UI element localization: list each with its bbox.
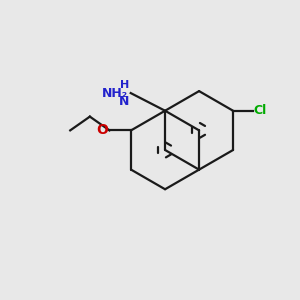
Text: H: H — [119, 80, 129, 90]
Text: N: N — [118, 95, 129, 108]
Text: O: O — [97, 123, 109, 137]
Text: Cl: Cl — [254, 104, 267, 117]
Text: NH₂: NH₂ — [102, 87, 128, 100]
